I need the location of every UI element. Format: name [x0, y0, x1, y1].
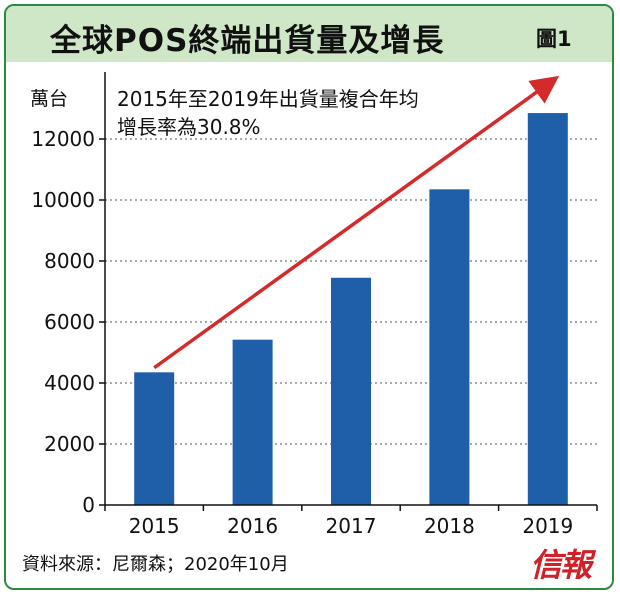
y-tick-label: 6000 [44, 310, 95, 334]
source-note: 資料來源：尼爾森；2020年10月 [22, 554, 289, 575]
figure-number: 圖1 [536, 27, 572, 51]
x-tick-label: 2017 [326, 514, 377, 538]
x-tick-label: 2018 [424, 514, 475, 538]
y-axis-unit-label: 萬台 [30, 88, 69, 110]
y-tick-label: 12000 [31, 127, 95, 151]
bar-2017 [331, 277, 371, 505]
bar-2016 [232, 339, 273, 505]
y-tick-label: 10000 [31, 188, 95, 212]
y-tick-label: 0 [82, 493, 95, 517]
chart-title: 全球POS終端出貨量及增長 [50, 23, 445, 59]
bar-2015 [134, 372, 175, 505]
bar-2018 [429, 189, 470, 505]
x-tick-label: 2015 [129, 514, 180, 538]
title-bar: 全球POS終端出貨量及增長 圖1 [6, 6, 612, 62]
y-tick-label: 8000 [44, 249, 95, 273]
x-tick-label: 2019 [522, 514, 573, 538]
annotation-line: 2015年至2019年出貨量複合年均 [117, 87, 419, 111]
publisher-logo: 信報 [530, 546, 592, 584]
y-tick-label: 2000 [44, 432, 95, 456]
annotation-line: 增長率為30.8% [117, 115, 261, 139]
y-tick-label: 4000 [44, 371, 95, 395]
x-tick-label: 2016 [227, 514, 278, 538]
trend-arrow [153, 75, 560, 370]
bar-2019 [527, 113, 568, 505]
